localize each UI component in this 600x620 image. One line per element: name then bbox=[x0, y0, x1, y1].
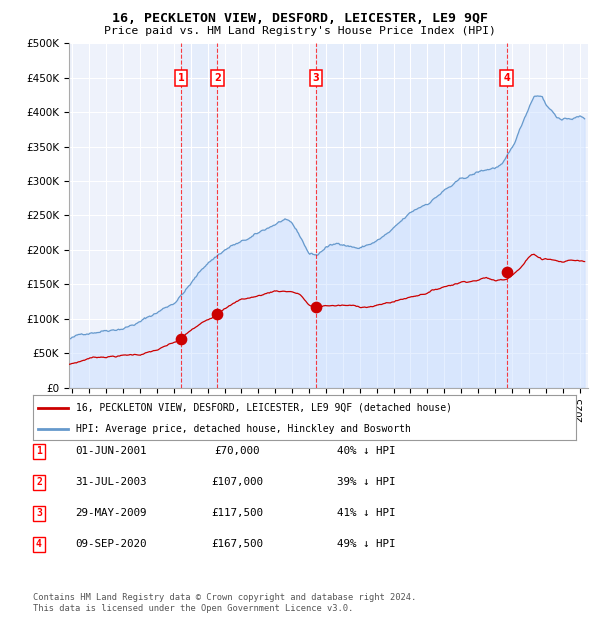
Text: 31-JUL-2003: 31-JUL-2003 bbox=[75, 477, 147, 487]
Text: 4: 4 bbox=[36, 539, 42, 549]
Text: 1: 1 bbox=[178, 73, 184, 83]
Text: HPI: Average price, detached house, Hinckley and Bosworth: HPI: Average price, detached house, Hinc… bbox=[76, 424, 412, 434]
Text: £107,000: £107,000 bbox=[211, 477, 263, 487]
Text: £167,500: £167,500 bbox=[211, 539, 263, 549]
Text: 3: 3 bbox=[36, 508, 42, 518]
Text: Contains HM Land Registry data © Crown copyright and database right 2024.
This d: Contains HM Land Registry data © Crown c… bbox=[33, 593, 416, 613]
Text: Price paid vs. HM Land Registry's House Price Index (HPI): Price paid vs. HM Land Registry's House … bbox=[104, 26, 496, 36]
Text: 3: 3 bbox=[313, 73, 319, 83]
Text: £70,000: £70,000 bbox=[214, 446, 260, 456]
Text: 49% ↓ HPI: 49% ↓ HPI bbox=[337, 539, 395, 549]
Text: £117,500: £117,500 bbox=[211, 508, 263, 518]
Point bbox=[212, 309, 222, 319]
Text: 29-MAY-2009: 29-MAY-2009 bbox=[75, 508, 147, 518]
Text: 40% ↓ HPI: 40% ↓ HPI bbox=[337, 446, 395, 456]
Bar bbox=[181, 43, 217, 388]
Text: 41% ↓ HPI: 41% ↓ HPI bbox=[337, 508, 395, 518]
Text: 09-SEP-2020: 09-SEP-2020 bbox=[75, 539, 147, 549]
Text: 2: 2 bbox=[214, 73, 221, 83]
Text: 16, PECKLETON VIEW, DESFORD, LEICESTER, LE9 9QF (detached house): 16, PECKLETON VIEW, DESFORD, LEICESTER, … bbox=[76, 402, 452, 413]
Text: 16, PECKLETON VIEW, DESFORD, LEICESTER, LE9 9QF: 16, PECKLETON VIEW, DESFORD, LEICESTER, … bbox=[112, 12, 488, 25]
Text: 39% ↓ HPI: 39% ↓ HPI bbox=[337, 477, 395, 487]
Point bbox=[311, 302, 321, 312]
Text: 4: 4 bbox=[503, 73, 510, 83]
Text: 1: 1 bbox=[36, 446, 42, 456]
Bar bbox=[316, 43, 506, 388]
Text: 2: 2 bbox=[36, 477, 42, 487]
Point bbox=[176, 334, 186, 344]
Text: 01-JUN-2001: 01-JUN-2001 bbox=[75, 446, 147, 456]
Point bbox=[502, 267, 511, 277]
